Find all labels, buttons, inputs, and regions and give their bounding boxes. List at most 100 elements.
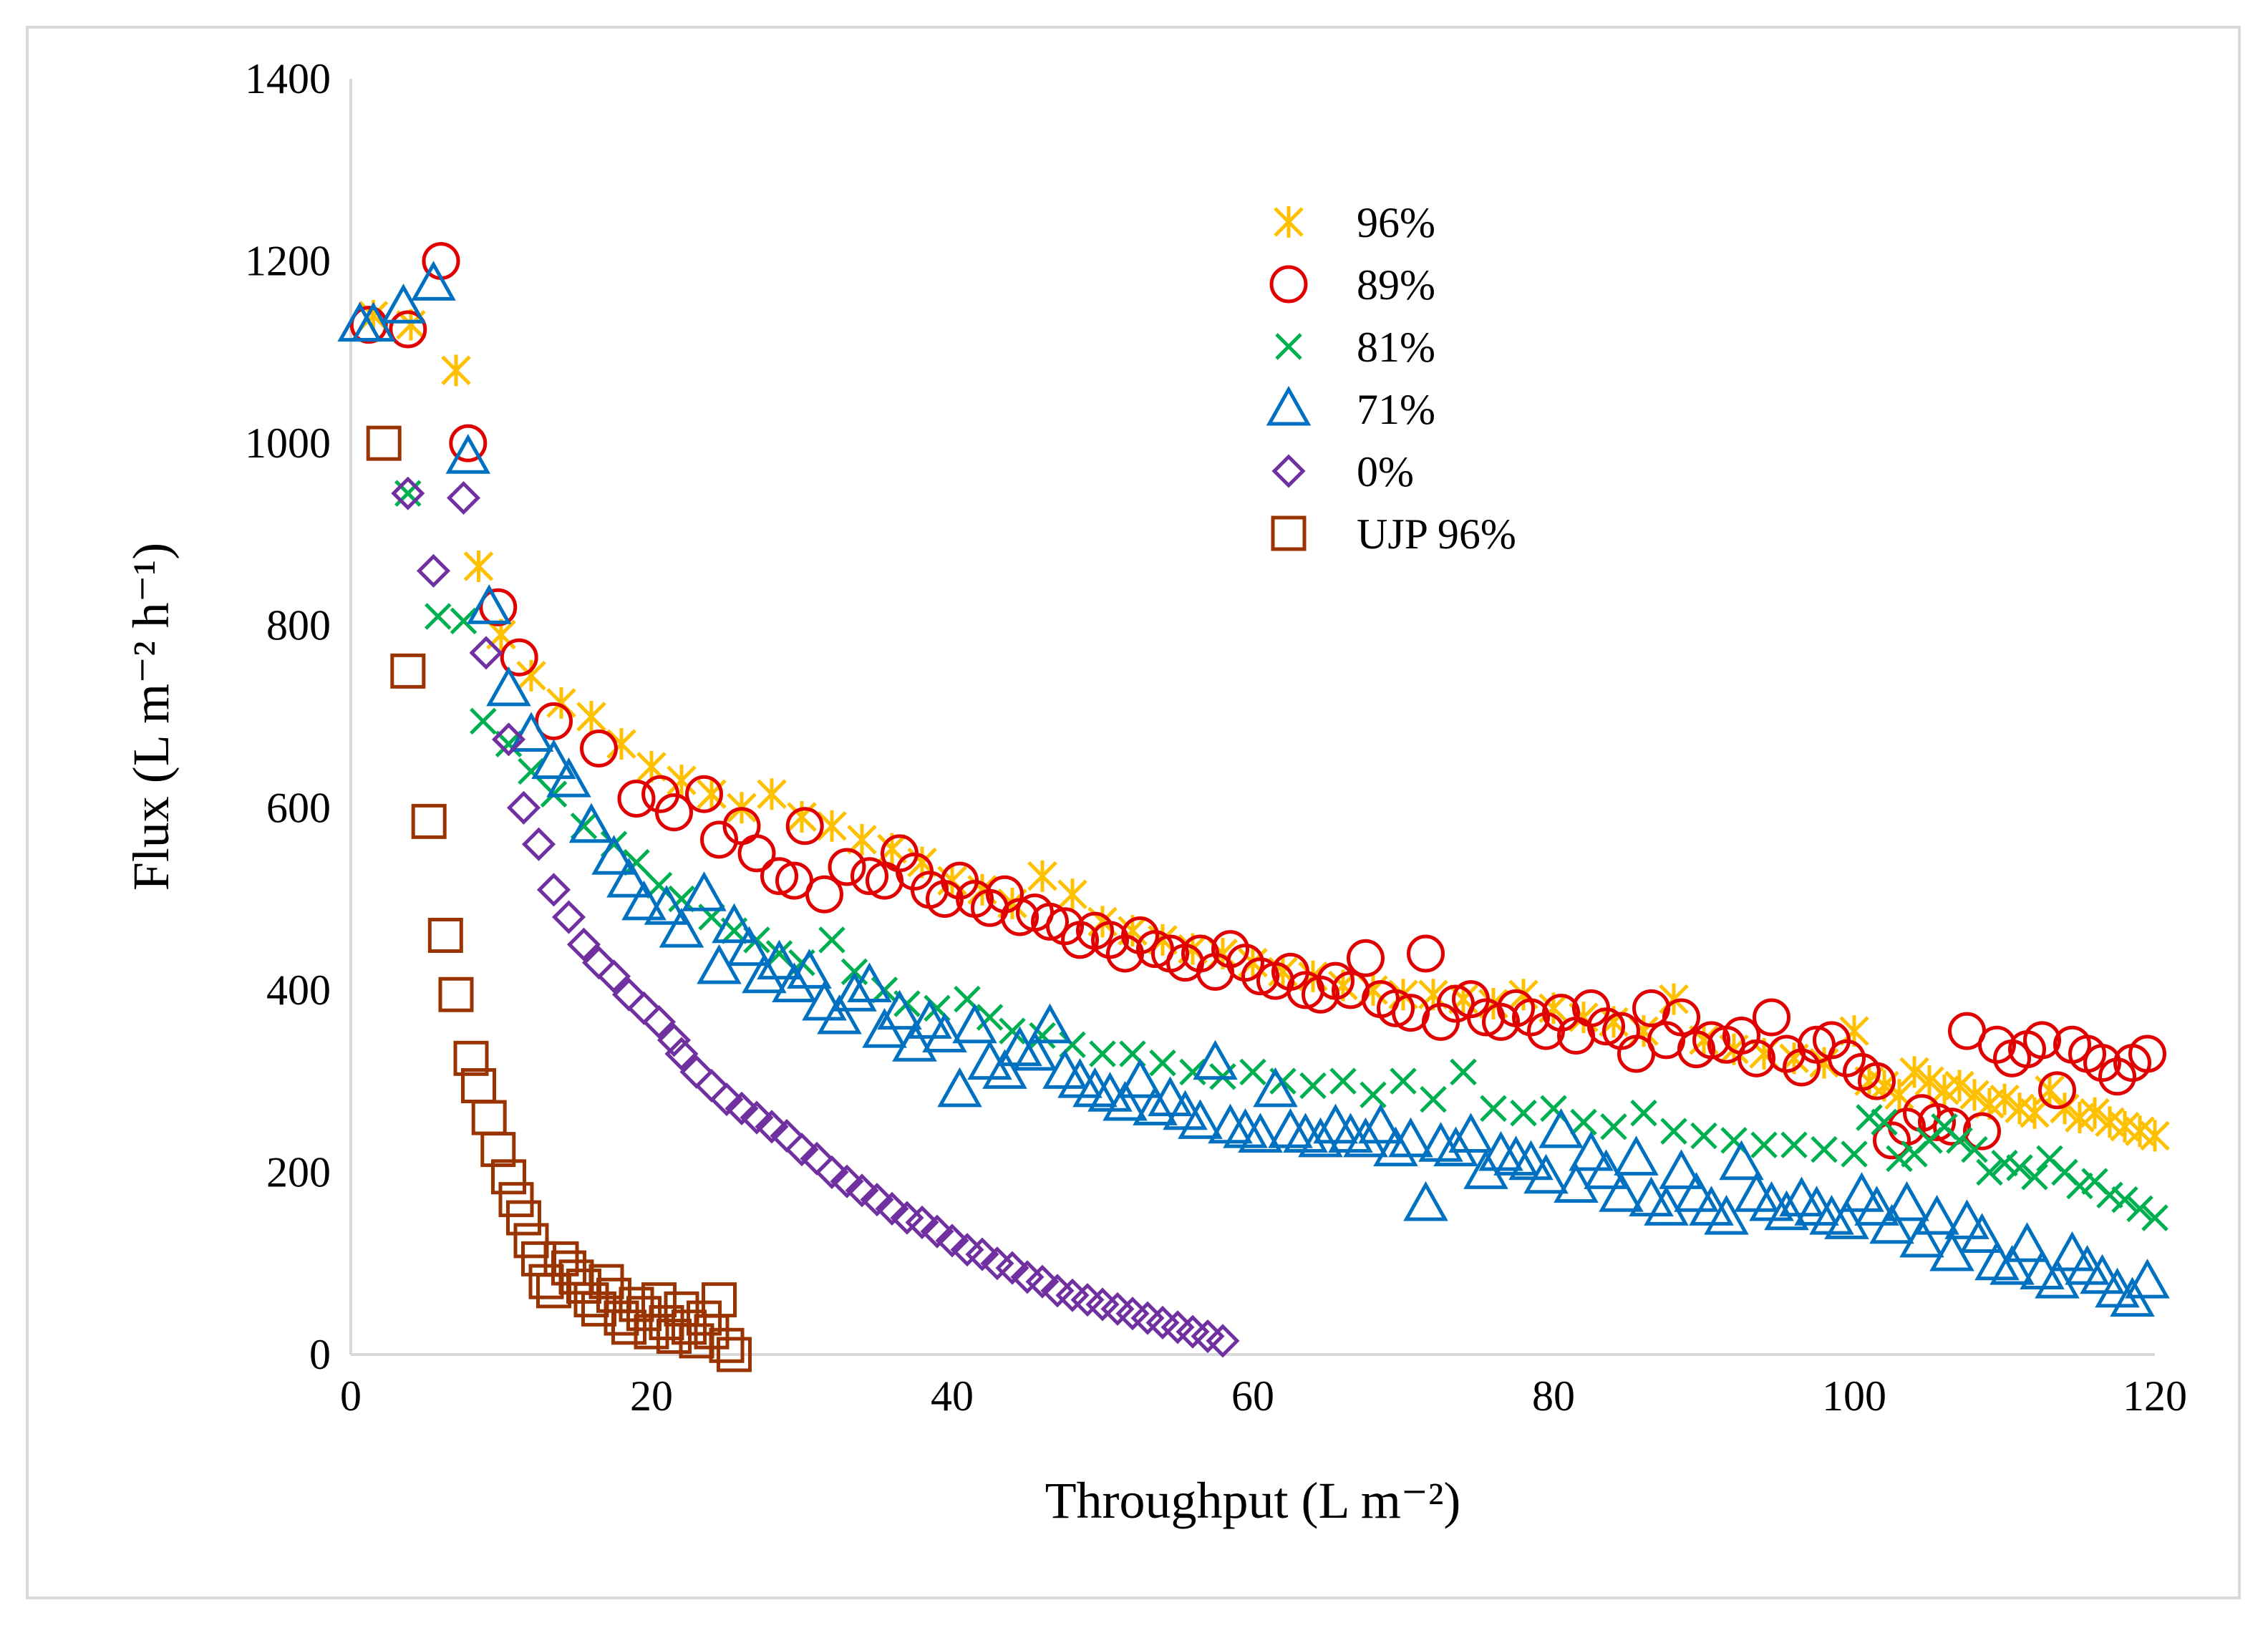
legend-label: 71% (1357, 386, 1435, 433)
data-point (479, 588, 518, 626)
data-point (1027, 1003, 1072, 1044)
data-point (1012, 1030, 1057, 1071)
data-point (2050, 1231, 2095, 1271)
data-point (626, 991, 662, 1025)
data-point (521, 827, 556, 861)
data-point (828, 848, 866, 886)
data-point (546, 757, 591, 798)
data-point (830, 1164, 864, 1198)
data-point (2006, 1154, 2033, 1181)
data-point (999, 1017, 1026, 1045)
data-point (1990, 1244, 2035, 1285)
data-point (551, 900, 586, 934)
data-point (1390, 1067, 1417, 1095)
data-point (425, 603, 452, 630)
data-point (1692, 1021, 1730, 1060)
data-point (536, 873, 571, 907)
series-square (366, 425, 752, 1372)
data-point (2140, 1120, 2170, 1152)
data-point (1191, 1319, 1225, 1354)
data-point (1193, 1040, 1238, 1080)
legend-label: 96% (1357, 199, 1435, 246)
data-point (1149, 1049, 1176, 1077)
data-point (702, 1282, 737, 1318)
data-point (450, 607, 478, 635)
data-point (2005, 1222, 2050, 1262)
data-point (682, 871, 727, 911)
data-point (1587, 1007, 1625, 1046)
data-point (709, 1082, 744, 1117)
data-point (491, 722, 526, 757)
data-point (1858, 1062, 1896, 1100)
data-point (445, 434, 491, 474)
data-point (860, 1183, 894, 1217)
data-point (1963, 1112, 2001, 1150)
data-point (588, 1264, 624, 1299)
data-point (1031, 902, 1069, 941)
data-point (411, 261, 456, 301)
data-point (717, 1337, 752, 1372)
chart-frame (26, 26, 2241, 1599)
y-tick-labels: 0 200 400 600 800 1000 1200 1400 (245, 55, 331, 1378)
data-point (1856, 1104, 1883, 1131)
data-point (1871, 1108, 1898, 1136)
data-point (847, 962, 892, 1002)
legend-marker (1266, 385, 1312, 426)
data-point (1179, 1058, 1206, 1086)
x-tick-labels: 0 20 40 60 80 100 120 (340, 1372, 2187, 1420)
data-point (1753, 998, 1790, 1037)
data-point (2021, 1163, 2048, 1191)
y-tick-label: 0 (309, 1331, 331, 1378)
data-point (2141, 1204, 2168, 1231)
data-point (2066, 1172, 2093, 1200)
data-point (685, 775, 723, 813)
data-point (470, 707, 497, 735)
data-point (641, 1282, 677, 1318)
data-point (1854, 1186, 1899, 1226)
data-point (1630, 1099, 1657, 1127)
y-tick-label: 400 (266, 966, 331, 1014)
y-axis-title: Flux (L m⁻² h⁻¹) (122, 543, 180, 891)
x-tick-label: 120 (2123, 1372, 2187, 1420)
data-point (1750, 1131, 1778, 1159)
data-point (644, 885, 689, 925)
x-tick-label: 40 (931, 1372, 974, 1420)
data-point (1600, 1113, 1627, 1140)
data-point (845, 1173, 879, 1208)
data-point (2096, 1181, 2123, 1209)
data-point (1420, 1085, 1447, 1113)
data-point (805, 875, 843, 914)
data-point (727, 926, 772, 966)
data-point (1599, 1172, 1644, 1212)
data-point (832, 972, 877, 1012)
legend-item: 71% (1266, 385, 1435, 433)
data-point (1253, 1067, 1298, 1108)
data-point (920, 1214, 954, 1249)
data-point (1914, 1065, 1944, 1098)
data-point (1991, 1149, 2018, 1177)
data-point (606, 858, 651, 898)
data-point (641, 1004, 677, 1039)
data-point (1089, 1040, 1116, 1067)
x-tick-label: 100 (1822, 1372, 1886, 1420)
data-point (463, 550, 494, 582)
data-point (1347, 939, 1385, 977)
data-point (1538, 1108, 1584, 1148)
data-point (1070, 1283, 1105, 1317)
legend: 96% 89% 81% 71% 0% UJP 96% (1266, 199, 1516, 558)
data-point (1614, 1135, 1659, 1176)
data-point (1057, 878, 1087, 911)
data-point (535, 702, 573, 740)
data-point (1001, 898, 1039, 936)
data-point (389, 310, 427, 349)
data-point (1976, 1158, 2003, 1186)
x-tick-label: 20 (630, 1372, 673, 1420)
data-point (621, 880, 667, 921)
x-tick-label: 80 (1532, 1372, 1575, 1420)
data-point (772, 962, 817, 1002)
data-point (2023, 1021, 2061, 1060)
data-point (1025, 1264, 1060, 1299)
data-point (1933, 1108, 1971, 1146)
series-circle (349, 242, 2166, 1160)
data-point (1329, 1067, 1357, 1095)
